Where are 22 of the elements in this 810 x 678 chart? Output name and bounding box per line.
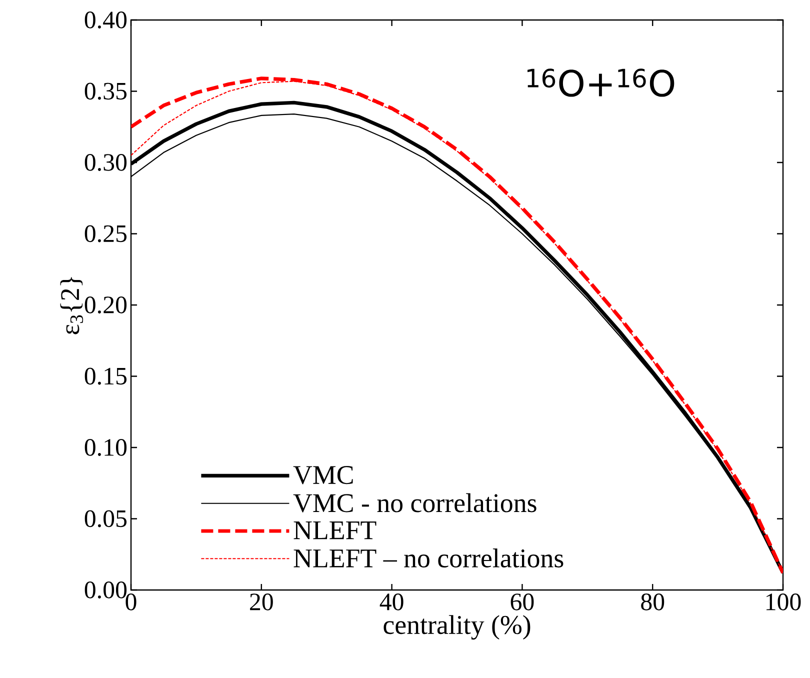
- y-tick-label: 0.30: [84, 154, 127, 171]
- y-tick-label: 0.05: [84, 510, 127, 528]
- x-tick-label: 40: [380, 594, 404, 610]
- y-tick-label: 0.15: [84, 368, 127, 385]
- legend-label: VMC - no correlations: [293, 493, 536, 512]
- legend-label: NLEFT – no correlations: [294, 548, 564, 568]
- x-axis-title: centrality (%): [384, 615, 530, 640]
- y-tick-label: 0.40: [84, 12, 127, 28]
- legend-label: VMC: [293, 466, 353, 484]
- y-tick-label: 0.00: [84, 582, 127, 598]
- x-tick-label: 80: [641, 594, 664, 610]
- y-tick-label: 0.25: [84, 225, 127, 242]
- y-tick-label: 0.10: [84, 439, 127, 456]
- x-tick-label: 60: [510, 594, 534, 610]
- x-tick-label: 100: [766, 594, 801, 610]
- x-tick-label: 0: [126, 594, 136, 610]
- y-axis-title: ε$_{3}${2}: [60, 277, 84, 334]
- legend-label: NLEFT: [294, 521, 376, 540]
- x-tick-label: 20: [250, 594, 273, 610]
- y-tick-label: 0.20: [84, 296, 127, 314]
- annotation: $^{16}$O+$^{16}$O: [528, 68, 674, 97]
- y-tick-label: 0.35: [84, 82, 127, 100]
